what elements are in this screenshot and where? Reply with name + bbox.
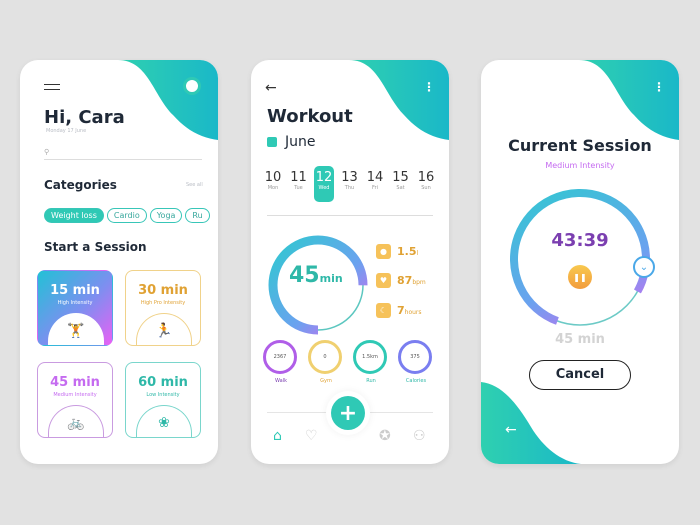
pause-button[interactable]: ❚❚ xyxy=(568,265,592,289)
bicycle-icon: 🚲 xyxy=(48,405,104,437)
session-title: Start a Session xyxy=(44,240,147,254)
stat-water: ● 1.5l xyxy=(376,244,418,259)
workout-ring-progress xyxy=(268,235,368,335)
activity-calories[interactable]: 375 Calories xyxy=(398,340,434,384)
back-arrow-icon[interactable]: ← xyxy=(505,422,517,438)
water-drop-icon: ● xyxy=(376,244,391,259)
heart-icon: ♥ xyxy=(376,273,391,288)
day-16[interactable]: 16 Sun xyxy=(417,170,435,191)
day-15[interactable]: 15 Sat xyxy=(392,170,409,191)
session-timer-ring xyxy=(510,189,650,329)
profile-icon[interactable]: ⚇ xyxy=(413,428,426,444)
avatar[interactable] xyxy=(183,77,201,95)
search-input[interactable]: ⚲ xyxy=(44,148,202,160)
chip-yoga[interactable]: Yoga xyxy=(149,208,183,223)
month-label: June xyxy=(285,134,316,150)
session-card-45[interactable]: 45 min Medium Intensity 🚲 xyxy=(37,362,113,438)
chip-cardio[interactable]: Cardio xyxy=(106,208,147,223)
day-11[interactable]: 11 Tue xyxy=(290,170,307,191)
session-card-60[interactable]: 60 min Low Intensity ❀ xyxy=(125,362,201,438)
day-14[interactable]: 14 Fri xyxy=(366,170,384,191)
session-card-15[interactable]: 15 min High Intensity 🏋 xyxy=(37,270,113,346)
see-all-link[interactable]: See all xyxy=(186,182,203,188)
stat-heart: ♥ 87bpm xyxy=(376,273,426,288)
activity-walk[interactable]: 2367 Walk xyxy=(263,340,299,384)
activity-gym[interactable]: 0 Gym xyxy=(308,340,344,384)
date: Monday 17 June xyxy=(46,128,87,134)
more-options-icon[interactable]: ⋮ xyxy=(423,80,435,94)
calendar-icon xyxy=(267,137,277,147)
menu-icon[interactable] xyxy=(44,84,60,90)
page-title: Workout xyxy=(267,106,353,127)
total-duration: 45 min xyxy=(555,332,605,347)
session-ring-progress xyxy=(510,189,650,329)
workout-ring xyxy=(268,235,368,335)
timer: 43:39 xyxy=(551,230,609,251)
running-icon: 🏃 xyxy=(136,313,192,345)
greeting: Hi, Cara xyxy=(44,107,125,128)
chevron-down-icon[interactable]: ⌄ xyxy=(633,256,655,278)
cancel-button[interactable]: Cancel xyxy=(529,360,631,390)
day-10[interactable]: 10 Mon xyxy=(264,170,282,191)
stat-sleep: ☾ 7hours xyxy=(376,303,422,318)
activity-run[interactable]: 1.5km Run xyxy=(353,340,389,384)
day-13[interactable]: 13 Thu xyxy=(341,170,358,191)
dumbbell-icon: 🏋 xyxy=(48,313,104,345)
session-intensity: Medium Intensity xyxy=(545,161,615,170)
session-title: Current Session xyxy=(508,136,652,155)
award-icon[interactable]: ✪ xyxy=(379,428,391,444)
add-button[interactable]: + xyxy=(331,396,365,430)
home-icon[interactable]: ⌂ xyxy=(273,428,282,444)
lotus-icon: ❀ xyxy=(136,405,192,437)
workout-screen: ← ⋮ Workout June 10 Mon 11 Tue 12 Wed 13 Thu 14 F… xyxy=(251,60,449,464)
moon-icon: ☾ xyxy=(376,303,391,318)
search-icon: ⚲ xyxy=(44,148,50,156)
home-screen: Hi, Cara Monday 17 June ⚲ Categories See… xyxy=(20,60,218,464)
categories-title: Categories xyxy=(44,178,117,192)
ring-value: 45min xyxy=(289,263,343,288)
current-session-screen: ⋮ Current Session Medium Intensity 43:39… xyxy=(481,60,679,464)
decorative-wave-bottom xyxy=(481,382,581,464)
more-options-icon[interactable]: ⋮ xyxy=(653,80,665,94)
divider xyxy=(267,215,433,216)
back-arrow-icon[interactable]: ← xyxy=(265,80,277,96)
session-card-30[interactable]: 30 min High Pro Intensity 🏃 xyxy=(125,270,201,346)
heart-nav-icon[interactable]: ♡ xyxy=(305,428,318,444)
chip-run[interactable]: Ru xyxy=(185,208,210,223)
decorative-wave xyxy=(118,60,218,140)
day-12[interactable]: 12 Wed xyxy=(314,166,334,202)
decorative-wave xyxy=(349,60,449,140)
chip-weight-loss[interactable]: Weight loss xyxy=(44,208,104,223)
decorative-wave xyxy=(579,60,679,140)
